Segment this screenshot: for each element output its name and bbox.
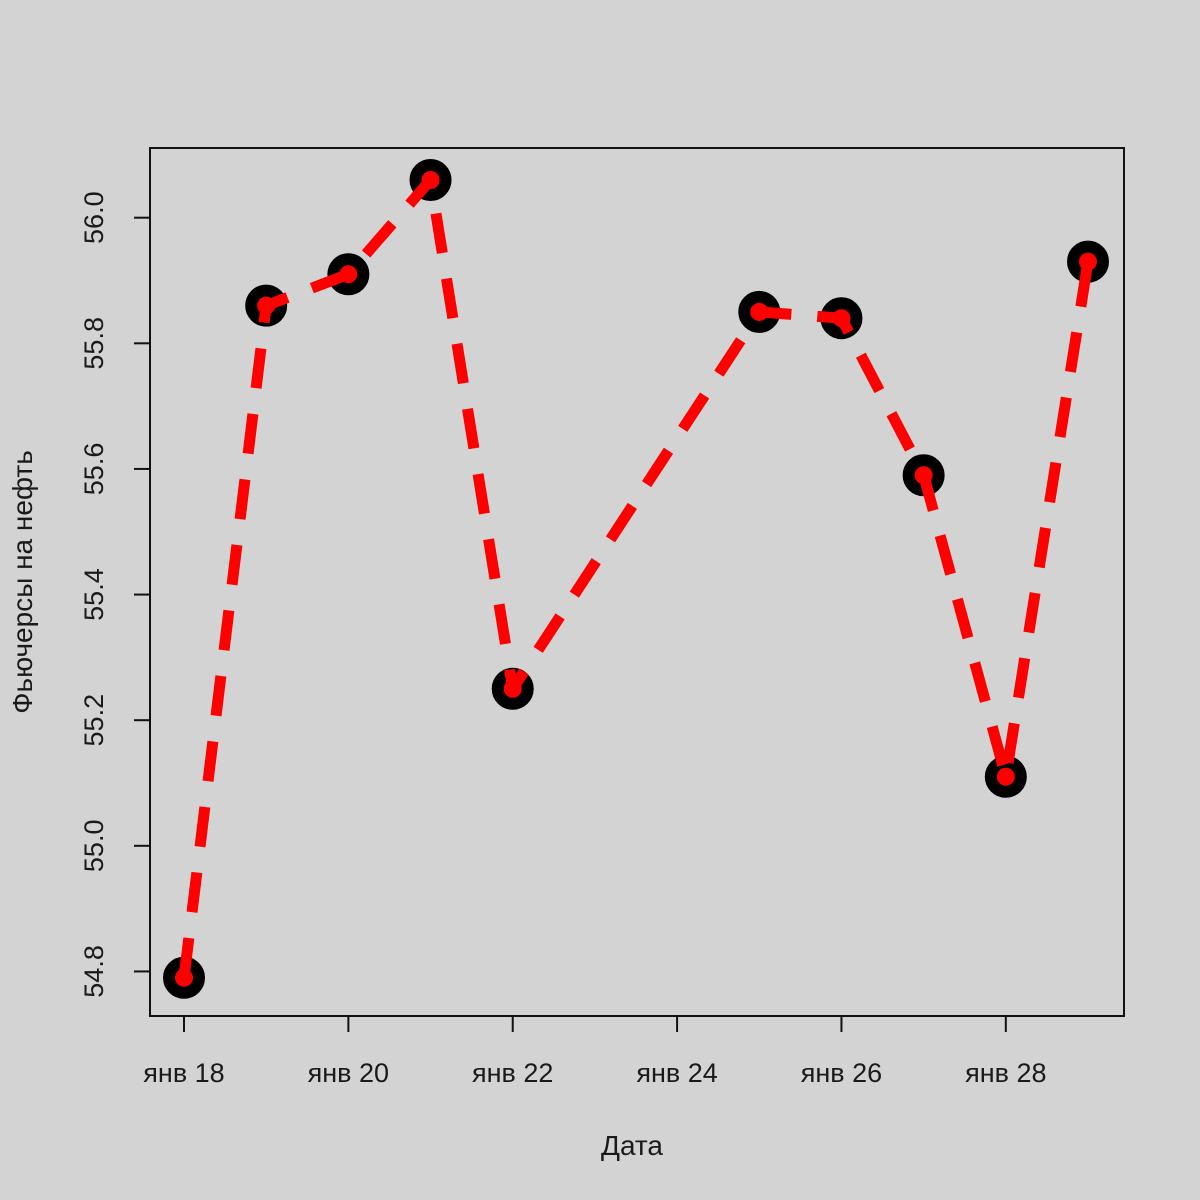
x-tick-label: янв 18: [143, 1058, 224, 1088]
x-axis-label: Дата: [601, 1130, 663, 1161]
data-point: [503, 679, 522, 698]
y-tick-label: 55.6: [79, 443, 109, 496]
data-point: [257, 296, 276, 315]
data-point: [832, 309, 851, 328]
y-tick-label: 56.0: [79, 191, 109, 244]
y-tick-label: 54.8: [79, 945, 109, 998]
data-point: [750, 302, 769, 321]
data-point: [421, 171, 440, 189]
x-axis: янв 18 янв 20 янв 22 янв 24 янв 26 янв 28: [143, 1015, 1047, 1088]
data-point: [996, 767, 1015, 786]
y-axis: 54.8 55.0 55.2 55.4 55.6 55.8 56.0: [79, 191, 151, 998]
series-layer: [163, 159, 1109, 999]
data-point: [339, 265, 358, 284]
y-tick-label: 55.0: [79, 820, 109, 873]
data-point: [1079, 252, 1097, 271]
x-tick-label: янв 24: [636, 1058, 717, 1088]
y-tick-label: 55.8: [79, 317, 109, 370]
data-point: [175, 968, 193, 987]
y-tick-label: 55.2: [79, 694, 109, 747]
x-tick-label: янв 28: [965, 1058, 1046, 1088]
x-tick-label: янв 26: [801, 1058, 882, 1088]
y-axis-label: Фьючерсы на нефть: [7, 450, 38, 714]
series-line: [178, 174, 1094, 979]
x-tick-label: янв 22: [472, 1058, 553, 1088]
data-point: [914, 466, 933, 485]
x-tick-label: янв 20: [308, 1058, 389, 1088]
y-tick-label: 55.4: [79, 568, 109, 621]
